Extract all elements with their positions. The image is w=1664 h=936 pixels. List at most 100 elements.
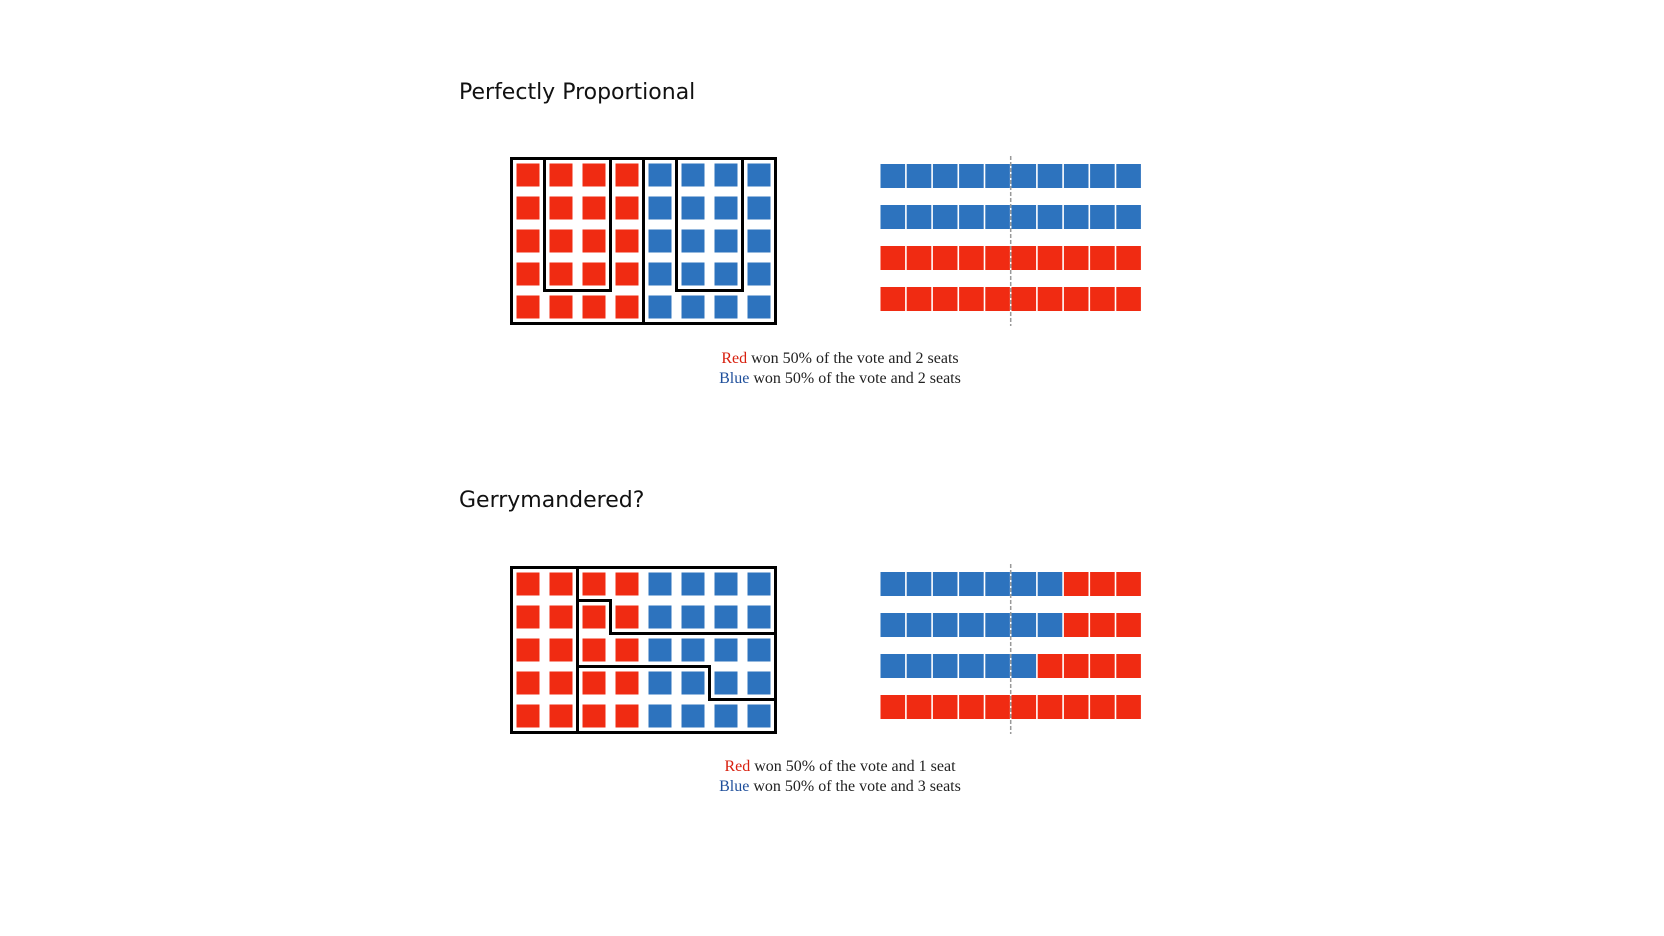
voter-square-blue <box>681 295 705 319</box>
voter-square-blue <box>648 163 672 187</box>
voter-square-red <box>549 572 573 596</box>
voter-square-blue <box>681 196 705 220</box>
voter-square-red <box>615 163 639 187</box>
caption-text: won 50% of the vote and 1 seat <box>754 758 956 775</box>
district-map <box>510 157 777 325</box>
seat-block-blue <box>880 205 906 229</box>
seat-block-blue <box>1037 613 1063 637</box>
seat-block-red <box>932 695 958 719</box>
voter-square-blue <box>714 163 738 187</box>
seat-block-blue <box>880 572 906 596</box>
seat-block-blue <box>959 164 984 188</box>
voter-square-red <box>582 262 606 286</box>
caption-line-blue: Blue won 50% of the vote and 2 seats <box>0 369 1664 389</box>
seat-block-red <box>1116 287 1141 311</box>
voter-square-red <box>549 704 573 728</box>
seat-block-blue <box>985 572 1010 596</box>
seat-block-blue <box>932 572 958 596</box>
seat-block-blue <box>1037 205 1063 229</box>
caption-line-red: Red won 50% of the vote and 2 seats <box>0 349 1664 369</box>
seat-block-blue <box>932 613 958 637</box>
voter-square-red <box>615 572 639 596</box>
voter-square-blue <box>681 229 705 253</box>
seat-block-red <box>932 287 958 311</box>
voter-square-red <box>582 605 606 629</box>
seat-block-blue <box>1090 205 1115 229</box>
voter-square-red <box>582 671 606 695</box>
voter-square-red <box>516 638 540 662</box>
voter-square-blue <box>681 262 705 286</box>
voter-square-blue <box>648 572 672 596</box>
seat-block-red <box>1116 695 1141 719</box>
voter-square-red <box>516 572 540 596</box>
voter-square-blue <box>714 605 738 629</box>
seat-outcome-bars <box>880 564 1141 734</box>
seat-block-red <box>985 287 1010 311</box>
seat-block-red <box>1090 287 1115 311</box>
seat-block-red <box>1090 613 1115 637</box>
seat-block-blue <box>1011 572 1037 596</box>
voter-square-blue <box>747 638 771 662</box>
seat-block-red <box>1063 287 1089 311</box>
voter-square-blue <box>714 262 738 286</box>
result-caption: Red won 50% of the vote and 2 seats Blue… <box>0 349 1664 389</box>
seat-block-blue <box>1037 164 1063 188</box>
voter-square-red <box>549 605 573 629</box>
seat-block-blue <box>1011 613 1037 637</box>
voter-square-blue <box>681 163 705 187</box>
caption-text: won 50% of the vote and 3 seats <box>753 778 961 795</box>
seat-block-blue <box>880 164 906 188</box>
seat-block-blue <box>906 164 932 188</box>
seat-block-red <box>1063 654 1089 678</box>
voter-square-blue <box>714 196 738 220</box>
voter-square-blue <box>747 163 771 187</box>
voter-square-blue <box>681 671 705 695</box>
voter-square-blue <box>714 229 738 253</box>
seat-block-red <box>1037 654 1063 678</box>
seat-block-blue <box>932 164 958 188</box>
voter-square-blue <box>714 671 738 695</box>
seat-block-red <box>1037 695 1063 719</box>
seat-block-red <box>1090 246 1115 270</box>
voter-square-blue <box>747 605 771 629</box>
party-label-blue: Blue <box>719 778 750 795</box>
seat-block-blue <box>932 654 958 678</box>
seat-block-red <box>1063 246 1089 270</box>
voter-square-red <box>615 295 639 319</box>
seat-block-red <box>1011 695 1037 719</box>
voter-square-blue <box>681 638 705 662</box>
seat-block-blue <box>932 205 958 229</box>
voter-square-red <box>549 638 573 662</box>
seat-block-red <box>1116 572 1141 596</box>
seat-block-red <box>1116 246 1141 270</box>
party-label-red: Red <box>724 758 751 775</box>
seat-block-red <box>906 246 932 270</box>
voter-square-red <box>549 196 573 220</box>
seat-block-blue <box>1037 572 1063 596</box>
seat-block-red <box>880 695 906 719</box>
seat-block-blue <box>1011 205 1037 229</box>
voter-square-blue <box>714 638 738 662</box>
voter-square-red <box>516 196 540 220</box>
voter-square-red <box>615 704 639 728</box>
seat-block-blue <box>906 205 932 229</box>
seat-block-blue <box>1090 164 1115 188</box>
seat-block-blue <box>985 205 1010 229</box>
seat-block-blue <box>959 613 984 637</box>
voter-square-red <box>582 295 606 319</box>
voter-square-red <box>615 262 639 286</box>
voter-square-blue <box>747 229 771 253</box>
seat-outcome-bars <box>880 156 1141 326</box>
seat-block-blue <box>959 654 984 678</box>
seat-block-blue <box>880 613 906 637</box>
caption-text: won 50% of the vote and 2 seats <box>753 370 961 387</box>
seat-block-red <box>1090 572 1115 596</box>
voter-square-red <box>549 163 573 187</box>
district-boundaries <box>543 157 744 325</box>
caption-text: won 50% of the vote and 2 seats <box>751 350 959 367</box>
seat-block-red <box>932 246 958 270</box>
seat-block-blue <box>1116 205 1141 229</box>
voter-square-red <box>582 638 606 662</box>
voter-square-red <box>615 671 639 695</box>
section-title: Perfectly Proportional <box>459 80 696 105</box>
